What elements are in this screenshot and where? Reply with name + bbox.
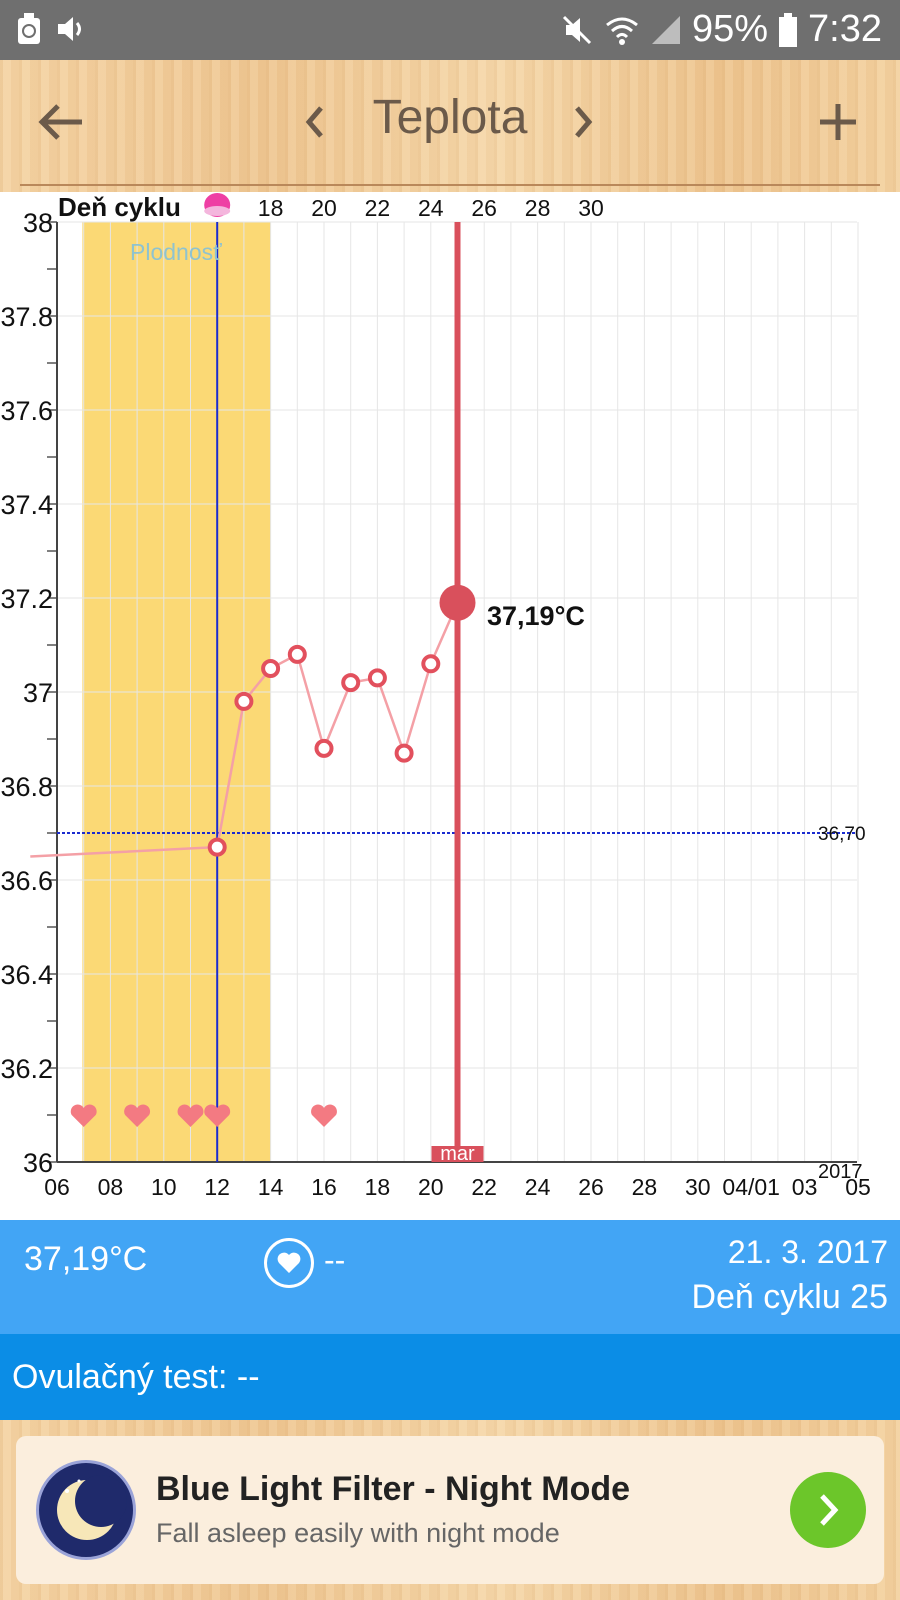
battery-percent: 95% bbox=[691, 8, 769, 50]
temperature-point bbox=[394, 743, 414, 763]
cycle-tick-label: 20 bbox=[311, 195, 337, 221]
x-tick-label: 10 bbox=[151, 1174, 177, 1200]
chevron-right-icon bbox=[575, 106, 593, 138]
temperature-point bbox=[314, 738, 334, 758]
app-bar-divider bbox=[20, 184, 880, 186]
back-button[interactable] bbox=[30, 90, 94, 154]
temperature-point bbox=[287, 644, 307, 664]
intercourse-heart bbox=[124, 1104, 151, 1127]
temperature-point bbox=[207, 837, 227, 857]
cycle-tick-label: 28 bbox=[525, 195, 551, 221]
y-tick-label: 37.2 bbox=[0, 584, 53, 614]
y-tick-label: 38 bbox=[23, 208, 53, 238]
status-bar: 95% 7:32 bbox=[0, 0, 900, 60]
signal-icon bbox=[651, 15, 680, 44]
intercourse-heart bbox=[311, 1104, 337, 1127]
x-tick-label: 18 bbox=[365, 1174, 391, 1200]
date-value: 21. 3. 2017 bbox=[727, 1234, 888, 1270]
cycle-day-value: Deň cyklu 25 bbox=[691, 1278, 888, 1316]
y-tick-label: 37.8 bbox=[0, 302, 53, 332]
month-tag bbox=[431, 1146, 484, 1162]
x-tick-label: 16 bbox=[311, 1174, 337, 1200]
period-dot-shadow bbox=[204, 206, 231, 216]
intercourse-heart bbox=[177, 1104, 204, 1127]
app-bar: Teplota bbox=[0, 60, 900, 192]
ovulation-test-label: Ovulačný test: -- bbox=[12, 1358, 260, 1396]
x-tick-label: 20 bbox=[418, 1174, 444, 1200]
x-tick-label: 28 bbox=[632, 1174, 658, 1200]
month-label: mar bbox=[440, 1143, 475, 1165]
temperature-point bbox=[234, 691, 254, 711]
x-tick-label: 14 bbox=[258, 1174, 284, 1200]
ad-area: Blue Light Filter - Night Mode Fall asle… bbox=[0, 1420, 900, 1600]
cycle-tick-label: 26 bbox=[471, 195, 497, 221]
x-tick-label: 12 bbox=[204, 1174, 230, 1200]
temperature-point bbox=[341, 673, 361, 693]
selected-temperature-point bbox=[439, 584, 476, 621]
chevron-left-icon bbox=[305, 106, 323, 138]
x-tick-label: 03 bbox=[792, 1174, 818, 1200]
y-tick-label: 36.6 bbox=[0, 866, 53, 896]
heart-icon bbox=[277, 1252, 301, 1273]
x-tick-label: 05 bbox=[845, 1174, 871, 1200]
cycle-tick-label: 22 bbox=[365, 195, 391, 221]
year-label: 2017 bbox=[818, 1161, 863, 1183]
ad-banner[interactable]: Blue Light Filter - Night Mode Fall asle… bbox=[16, 1436, 884, 1584]
recycle-icon bbox=[18, 13, 40, 44]
y-tick-label: 37.4 bbox=[0, 490, 53, 520]
info-bar: 37,19°C -- 21. 3. 2017 Deň cyklu 25 bbox=[0, 1220, 900, 1334]
threshold-label: 36,70 bbox=[818, 824, 866, 845]
plus-icon bbox=[820, 104, 856, 140]
x-tick-label: 26 bbox=[578, 1174, 604, 1200]
cycle-tick-label: 30 bbox=[578, 195, 604, 221]
y-tick-label: 36 bbox=[23, 1148, 53, 1178]
selected-temperature-label: 37,19°C bbox=[487, 601, 585, 631]
chevron-right-icon bbox=[820, 1494, 839, 1526]
fertility-label: Plodnosť bbox=[130, 239, 222, 265]
x-tick-label: 22 bbox=[471, 1174, 497, 1200]
y-tick-label: 36.2 bbox=[0, 1054, 53, 1084]
temperature-point bbox=[421, 654, 441, 674]
cycle-tick-label: 24 bbox=[418, 195, 444, 221]
y-tick-label: 37 bbox=[23, 678, 53, 708]
page-title: Teplota bbox=[372, 91, 528, 144]
intercourse-heart bbox=[204, 1104, 231, 1127]
volume-icon bbox=[58, 17, 81, 41]
x-tick-label: 04/01 bbox=[722, 1174, 780, 1200]
battery-icon bbox=[779, 12, 798, 47]
wifi-icon bbox=[606, 17, 638, 45]
x-tick-label: 30 bbox=[685, 1174, 711, 1200]
ovulation-test-bar[interactable]: Ovulačný test: -- bbox=[0, 1334, 900, 1420]
previous-button[interactable] bbox=[290, 94, 340, 150]
intercourse-button[interactable] bbox=[264, 1238, 314, 1288]
temperature-value: 37,19°C bbox=[24, 1240, 148, 1278]
y-tick-label: 36.8 bbox=[0, 772, 53, 802]
back-arrow-icon bbox=[38, 104, 82, 140]
chart-svg[interactable]: mar 38 37.8 37.6 37.4 37.2 37 36.8 36.6 36.4 36.2… bbox=[0, 192, 900, 1220]
ad-open-button[interactable] bbox=[790, 1472, 866, 1548]
y-tick-label: 36.4 bbox=[0, 960, 53, 990]
clock: 7:32 bbox=[808, 8, 882, 50]
y-tick-label: 37.6 bbox=[0, 396, 53, 426]
add-button[interactable] bbox=[806, 90, 870, 154]
cycle-day-label: Deň cyklu bbox=[58, 192, 181, 222]
x-tick-label: 08 bbox=[98, 1174, 124, 1200]
temperature-chart[interactable]: mar 38 37.8 37.6 37.4 37.2 37 36.8 36.6 36.4 36.2… bbox=[0, 192, 900, 1220]
ad-title: Blue Light Filter - Night Mode bbox=[156, 1470, 631, 1508]
x-tick-label: 06 bbox=[44, 1174, 70, 1200]
temperature-point bbox=[367, 668, 387, 688]
intercourse-value: -- bbox=[324, 1242, 346, 1278]
x-tick-label: 24 bbox=[525, 1174, 551, 1200]
temperature-point bbox=[261, 659, 281, 678]
intercourse-heart bbox=[70, 1104, 97, 1127]
ad-subtitle: Fall asleep easily with night mode bbox=[156, 1518, 560, 1548]
mute-icon bbox=[562, 15, 592, 44]
next-button[interactable] bbox=[558, 94, 608, 150]
cycle-tick-label: 18 bbox=[258, 195, 284, 221]
moon-icon bbox=[36, 1460, 136, 1560]
